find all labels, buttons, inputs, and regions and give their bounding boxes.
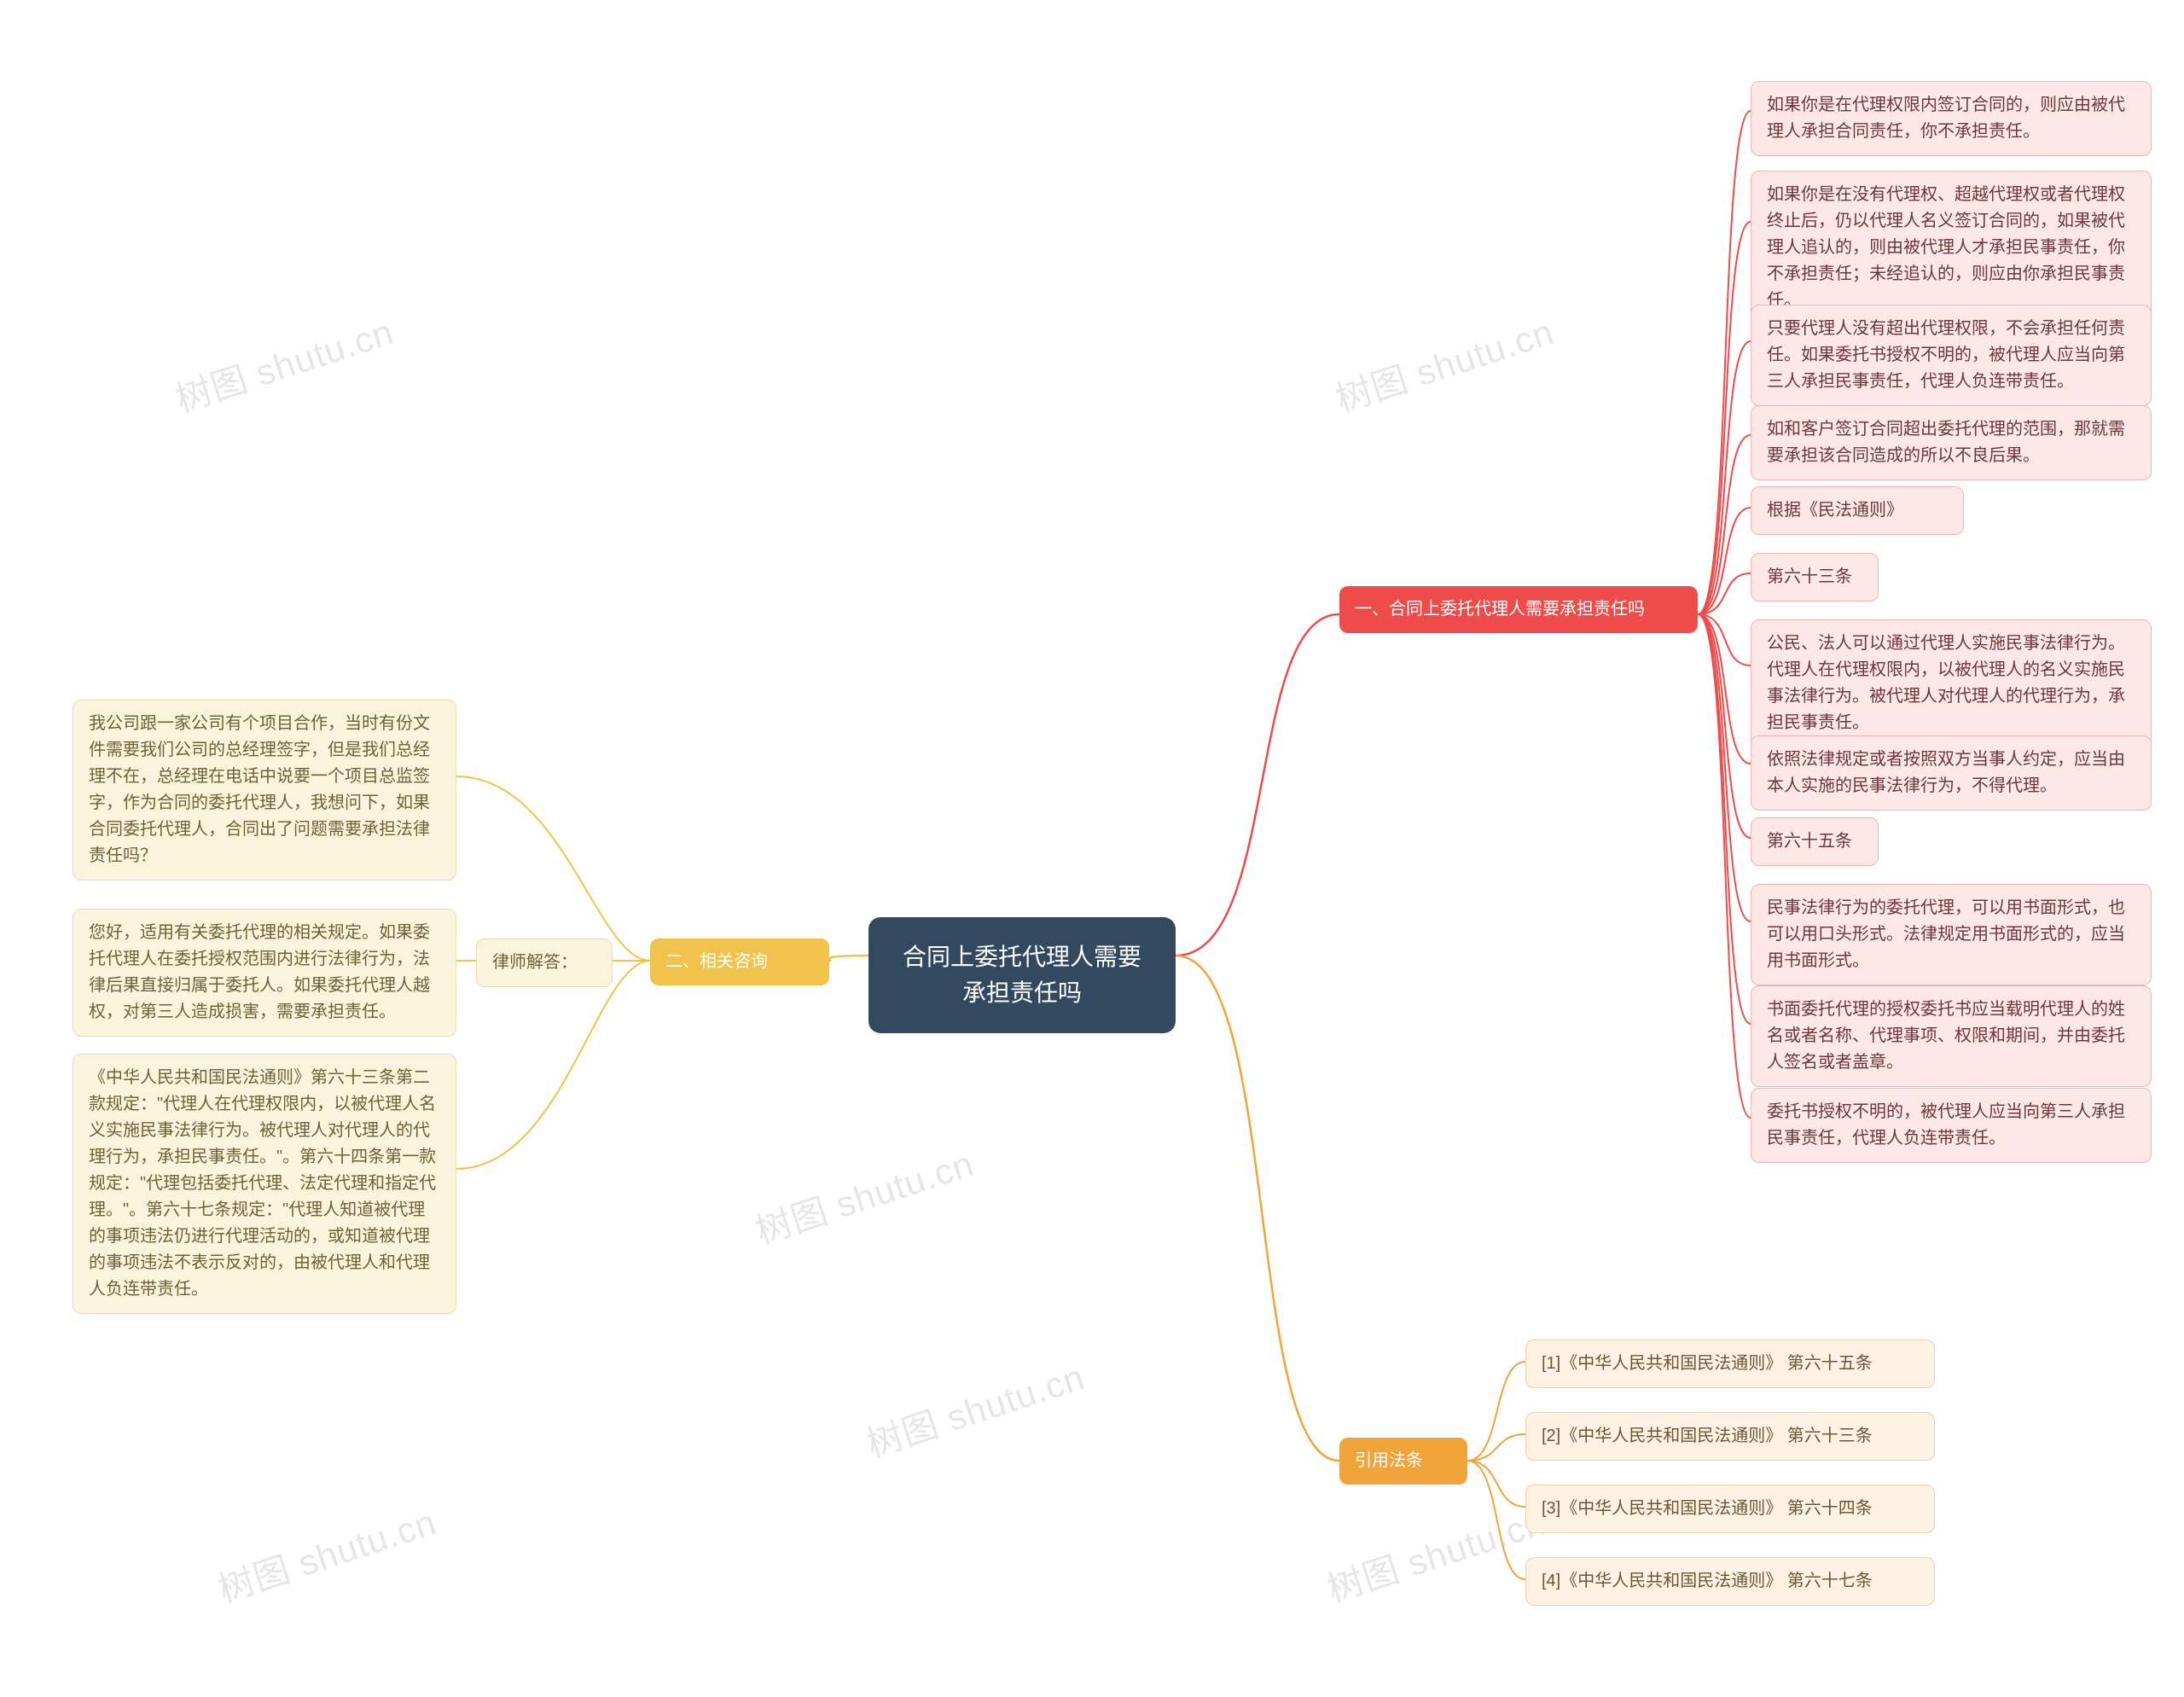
- branch-3-leaf[interactable]: 《中华人民共和国民法通则》第六十三条第二款规定："代理人在代理权限内，以被代理人…: [73, 1054, 456, 1314]
- branch-1-leaf[interactable]: 委托书授权不明的，被代理人应当向第三人承担民事责任，代理人负连带责任。: [1751, 1088, 2152, 1163]
- branch-2-leaf[interactable]: [3]《中华人民共和国民法通则》 第六十四条: [1525, 1485, 1935, 1533]
- branch-1-leaf[interactable]: 如果你是在代理权限内签订合同的，则应由被代理人承担合同责任，你不承担责任。: [1751, 81, 2152, 156]
- watermark: 树图 shutu.cn: [211, 1493, 442, 1613]
- watermark: 树图 shutu.cn: [168, 303, 399, 422]
- branch-1-leaf[interactable]: 第六十三条: [1751, 553, 1879, 602]
- branch-1-title[interactable]: 一、合同上委托代理人需要承担责任吗: [1339, 586, 1698, 633]
- branch-2-leaf[interactable]: [2]《中华人民共和国民法通则》 第六十三条: [1525, 1412, 1935, 1461]
- branch-1-leaf[interactable]: 根据《民法通则》: [1751, 486, 1964, 535]
- branch-1-leaf[interactable]: 依照法律规定或者按照双方当事人约定，应当由本人实施的民事法律行为，不得代理。: [1751, 735, 2152, 811]
- branch-3-mid[interactable]: 律师解答：: [476, 939, 613, 987]
- watermark: 树图 shutu.cn: [859, 1348, 1090, 1467]
- branch-3-leaf[interactable]: 我公司跟一家公司有个项目合作，当时有份文件需要我们公司的总经理签字，但是我们总经…: [73, 700, 456, 880]
- root-topic[interactable]: 合同上委托代理人需要承担责任吗: [868, 917, 1176, 1033]
- branch-1-leaf[interactable]: 如果你是在没有代理权、超越代理权或者代理权终止后，仍以代理人名义签订合同的，如果…: [1751, 171, 2152, 325]
- branch-3-leaf[interactable]: 您好，适用有关委托代理的相关规定。如果委托代理人在委托授权范围内进行法律行为，法…: [73, 909, 456, 1037]
- branch-2-leaf[interactable]: [4]《中华人民共和国民法通则》 第六十七条: [1525, 1557, 1935, 1606]
- branch-1-leaf[interactable]: 第六十五条: [1751, 817, 1879, 866]
- branch-1-leaf[interactable]: 公民、法人可以通过代理人实施民事法律行为。代理人在代理权限内，以被代理人的名义实…: [1751, 619, 2152, 747]
- branch-1-leaf[interactable]: 只要代理人没有超出代理权限，不会承担任何责任。如果委托书授权不明的，被代理人应当…: [1751, 305, 2152, 406]
- branch-1-leaf[interactable]: 书面委托代理的授权委托书应当载明代理人的姓名或者名称、代理事项、权限和期间，并由…: [1751, 985, 2152, 1087]
- watermark: 树图 shutu.cn: [748, 1135, 979, 1254]
- branch-2-title[interactable]: 引用法条: [1339, 1438, 1467, 1485]
- watermark: 树图 shutu.cn: [1320, 1493, 1551, 1613]
- branch-2-leaf[interactable]: [1]《中华人民共和国民法通则》 第六十五条: [1525, 1340, 1935, 1388]
- watermark: 树图 shutu.cn: [1328, 303, 1560, 422]
- branch-1-leaf[interactable]: 如和客户签订合同超出委托代理的范围，那就需要承担该合同造成的所以不良后果。: [1751, 405, 2152, 480]
- branch-1-leaf[interactable]: 民事法律行为的委托代理，可以用书面形式，也可以用口头形式。法律规定用书面形式的，…: [1751, 884, 2152, 985]
- branch-3-title[interactable]: 二、相关咨询: [650, 939, 829, 985]
